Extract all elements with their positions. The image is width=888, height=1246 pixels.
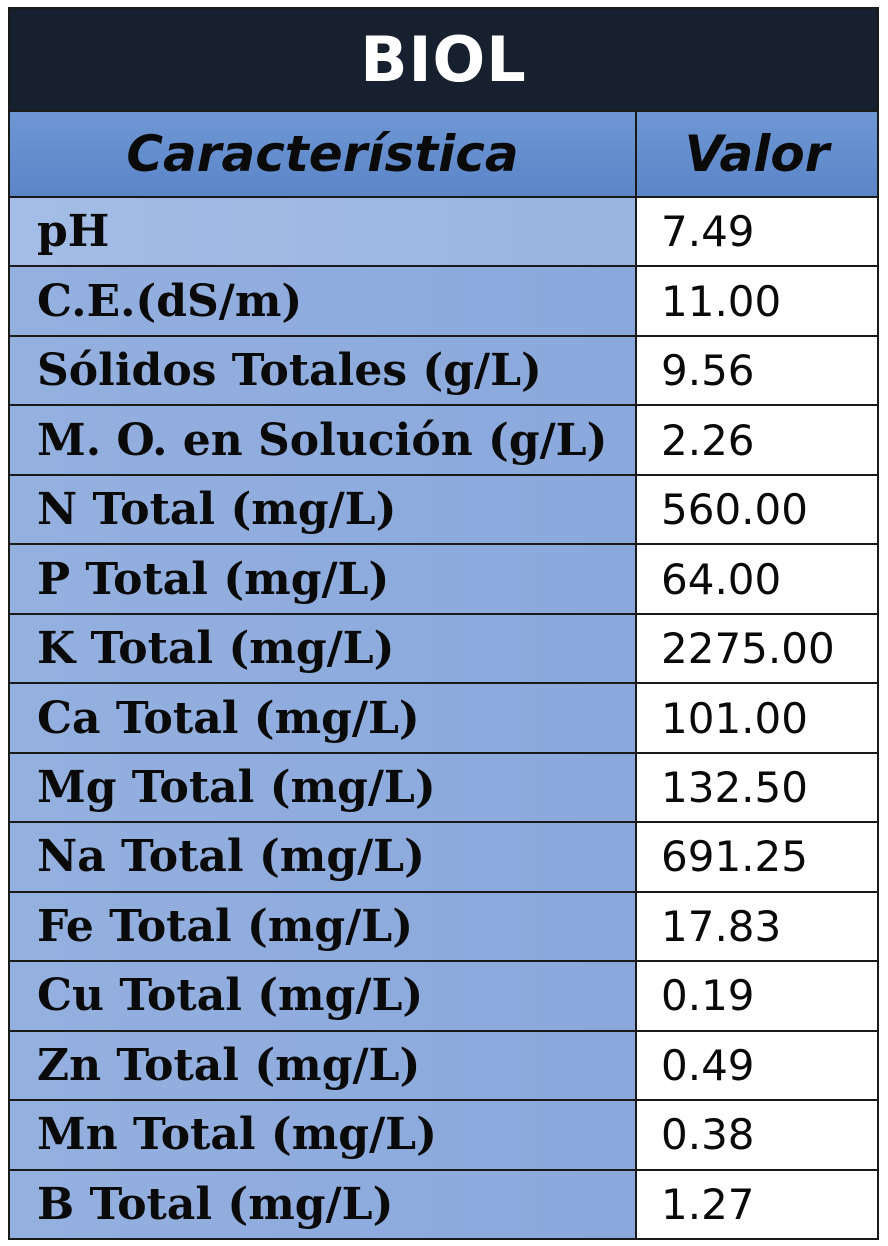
row-label: Ca Total (mg/L)	[10, 684, 637, 752]
row-value: 11.00	[637, 267, 877, 335]
row-value: 7.49	[637, 198, 877, 266]
row-value: 17.83	[637, 892, 877, 961]
table-row: Zn Total (mg/L) 0.49	[10, 1031, 877, 1102]
header-value: Valor	[684, 125, 830, 183]
row-value: 64.00	[637, 545, 877, 613]
row-value: 560.00	[637, 475, 877, 544]
table-row: M. O. en Solución (g/L) 2.26	[10, 406, 877, 476]
table-row: Cu Total (mg/L) 0.19	[10, 962, 877, 1032]
table-row: pH 7.49	[10, 198, 877, 268]
table-row: Na Total (mg/L) 691.25	[10, 823, 877, 893]
row-label: K Total (mg/L)	[10, 614, 637, 683]
row-label: Mn Total (mg/L)	[10, 1101, 637, 1169]
row-value: 9.56	[637, 336, 877, 405]
row-value: 0.49	[637, 1031, 877, 1100]
table-row: K Total (mg/L) 2275.00	[10, 614, 877, 685]
table-row: P Total (mg/L) 64.00	[10, 545, 877, 615]
row-label: Mg Total (mg/L)	[10, 753, 637, 822]
row-label: P Total (mg/L)	[10, 545, 637, 613]
row-value: 101.00	[637, 684, 877, 752]
row-value: 691.25	[637, 823, 877, 891]
header-characteristic: Característica	[10, 112, 637, 196]
row-label: Zn Total (mg/L)	[10, 1031, 637, 1100]
row-label: Sólidos Totales (g/L)	[10, 336, 637, 405]
table-row: Ca Total (mg/L) 101.00	[10, 684, 877, 754]
row-label: C.E.(dS/m)	[10, 267, 637, 335]
table-title: BIOL	[10, 9, 877, 112]
row-label: Cu Total (mg/L)	[10, 962, 637, 1030]
table-row: B Total (mg/L) 1.27	[10, 1170, 877, 1239]
table-row: N Total (mg/L) 560.00	[10, 475, 877, 546]
row-value: 2275.00	[637, 614, 877, 683]
row-value: 0.38	[637, 1101, 877, 1169]
row-value: 0.19	[637, 962, 877, 1030]
row-value: 1.27	[637, 1170, 877, 1239]
table-row: Sólidos Totales (g/L) 9.56	[10, 336, 877, 407]
row-label: N Total (mg/L)	[10, 475, 637, 544]
table-row: Mg Total (mg/L) 132.50	[10, 753, 877, 824]
row-label: Na Total (mg/L)	[10, 823, 637, 891]
header-row: Característica Valor	[10, 112, 877, 198]
table-row: Mn Total (mg/L) 0.38	[10, 1101, 877, 1171]
table-row: Fe Total (mg/L) 17.83	[10, 892, 877, 963]
row-label: pH	[10, 198, 637, 266]
table-row: C.E.(dS/m) 11.00	[10, 267, 877, 337]
biol-table: BIOL Característica Valor pH 7.49 C.E.(d…	[8, 7, 879, 1240]
table-body: pH 7.49 C.E.(dS/m) 11.00 Sólidos Totales…	[10, 198, 877, 1239]
row-label: M. O. en Solución (g/L)	[10, 406, 637, 474]
row-label: Fe Total (mg/L)	[10, 892, 637, 961]
row-value: 132.50	[637, 753, 877, 822]
row-label: B Total (mg/L)	[10, 1170, 637, 1239]
row-value: 2.26	[637, 406, 877, 474]
